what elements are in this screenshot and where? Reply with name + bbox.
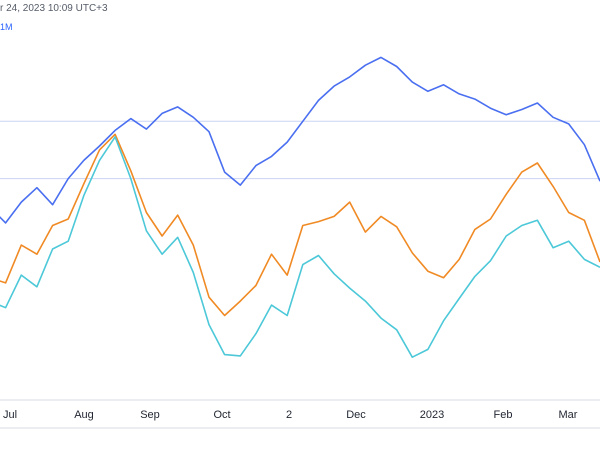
x-tick-label: Feb bbox=[494, 409, 513, 421]
x-tick-label: Jul bbox=[3, 409, 17, 421]
series-layer bbox=[0, 56, 600, 358]
chart-timestamp: r 24, 2023 10:09 UTC+3 bbox=[0, 3, 108, 14]
x-tick-label: 2023 bbox=[420, 409, 444, 421]
x-axis: Jul Aug Sep Oct 2 Dec 2023 Feb Mar bbox=[0, 399, 600, 429]
series-line-blue bbox=[0, 56, 600, 224]
series-line-cyan bbox=[0, 136, 600, 358]
series-line-orange bbox=[0, 133, 600, 317]
x-tick-label: Dec bbox=[346, 409, 366, 421]
x-tick-label: Mar bbox=[559, 409, 578, 421]
x-tick-label: Oct bbox=[213, 409, 230, 421]
x-tick-label: Aug bbox=[74, 409, 94, 421]
grid-layer bbox=[0, 120, 600, 180]
series-tag: 1M bbox=[0, 22, 13, 32]
x-tick-label: 2 bbox=[286, 409, 292, 421]
x-tick-label: Sep bbox=[140, 409, 160, 421]
